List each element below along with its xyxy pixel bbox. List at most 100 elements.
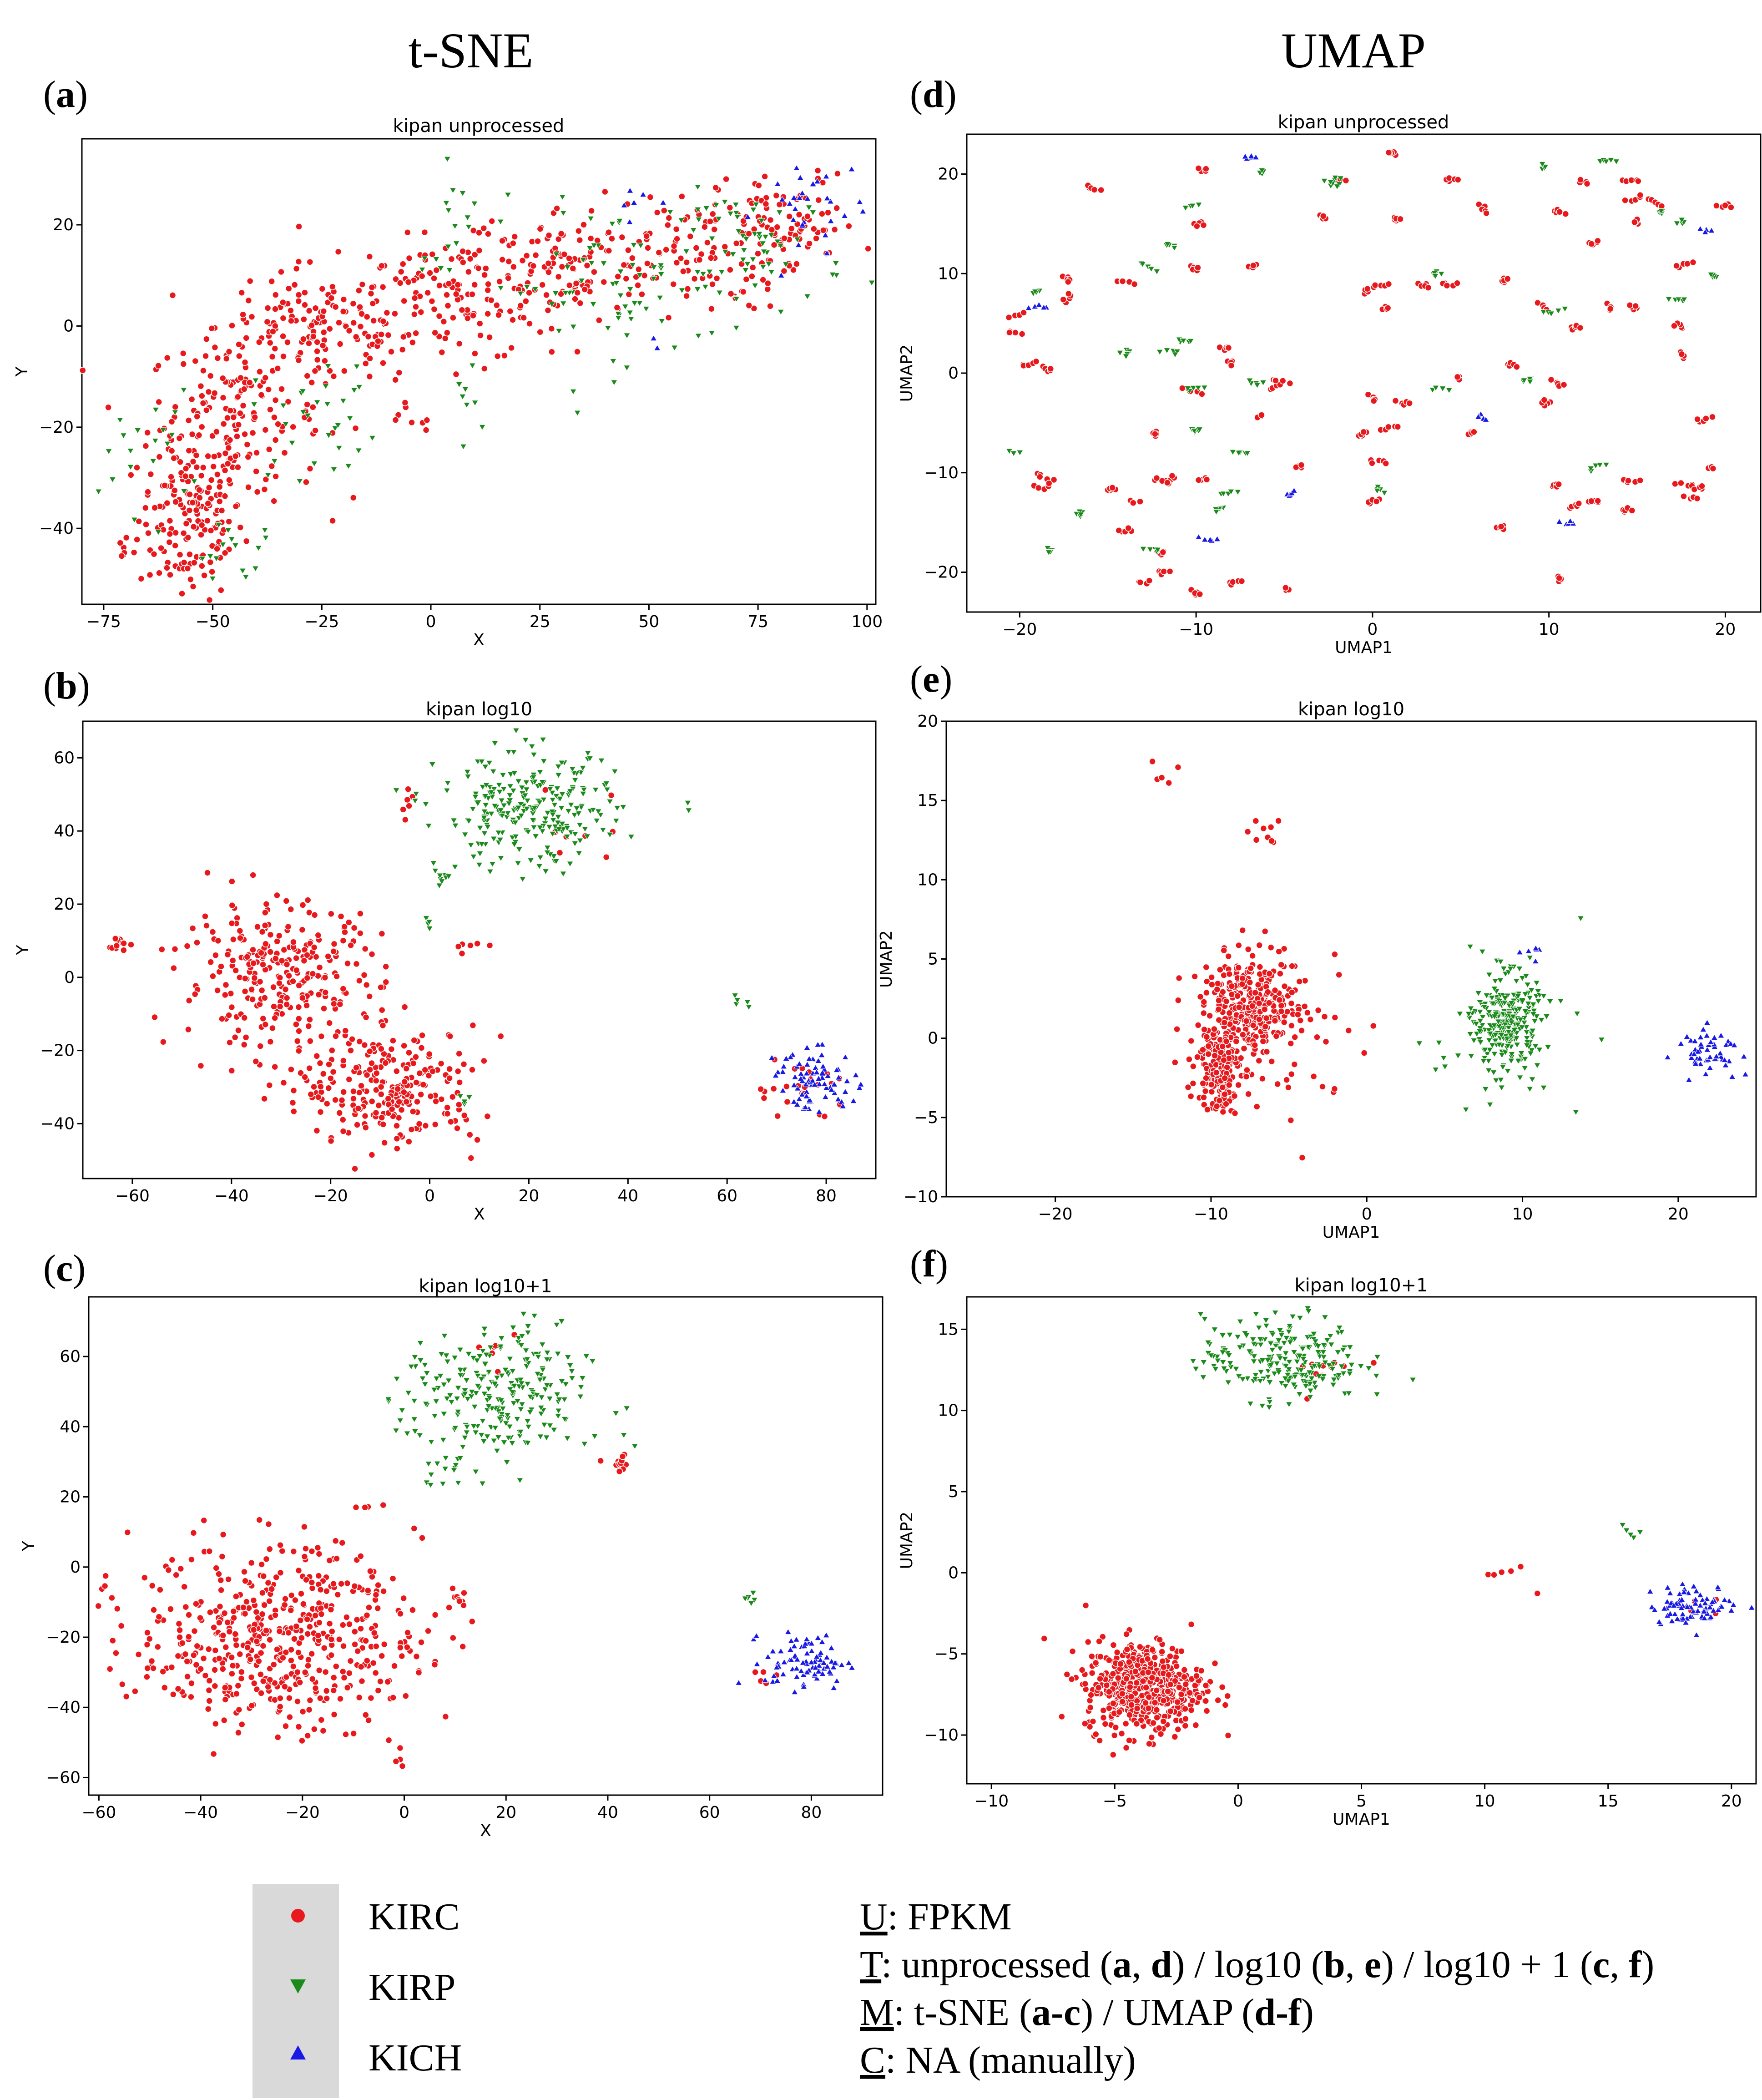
scatter-point-kirc bbox=[1331, 951, 1338, 958]
scatter-point-kirp bbox=[706, 269, 713, 275]
scatter-point-kirc bbox=[313, 348, 321, 355]
scatter-point-kirc bbox=[146, 1635, 153, 1643]
scatter-point-kirc bbox=[137, 575, 145, 582]
scatter-point-kirc bbox=[353, 1121, 361, 1128]
scatter-point-kirc bbox=[638, 290, 646, 298]
scatter-point-kirc bbox=[297, 1069, 304, 1077]
scatter-point-kirc bbox=[665, 314, 672, 321]
scatter-point-kich bbox=[786, 200, 793, 207]
scatter-point-kirc bbox=[182, 472, 189, 480]
scatter-point-kirc bbox=[324, 953, 332, 960]
scatter-point-kirc bbox=[1203, 989, 1210, 997]
scatter-point-kirp bbox=[581, 1441, 588, 1448]
scatter-point-kirc bbox=[347, 941, 354, 949]
scatter-point-kirp bbox=[419, 267, 426, 273]
scatter-point-kirp bbox=[595, 243, 602, 249]
scatter-point-kirc bbox=[1673, 262, 1680, 269]
scatter-point-kirp bbox=[1333, 184, 1341, 190]
scatter-point-kirc bbox=[246, 277, 254, 285]
y-tick-label: −40 bbox=[39, 519, 74, 538]
scatter-point-kirc bbox=[178, 1640, 186, 1647]
scatter-point-kirp bbox=[393, 788, 400, 794]
scatter-point-kirc bbox=[1226, 970, 1233, 978]
scatter-point-kirc bbox=[356, 303, 364, 311]
scatter-point-kirc bbox=[601, 188, 609, 196]
scatter-point-kirp bbox=[774, 239, 781, 245]
y-axis-label: Y bbox=[20, 1541, 38, 1552]
scatter-point-kich bbox=[817, 1649, 824, 1655]
scatter-point-kirc bbox=[588, 207, 595, 215]
scatter-point-kirc bbox=[192, 451, 200, 459]
scatter-point-kirc bbox=[1130, 499, 1137, 506]
scatter-point-kirc bbox=[1288, 1022, 1295, 1029]
scatter-point-kirc bbox=[306, 258, 314, 266]
scatter-point-kirc bbox=[174, 1652, 182, 1660]
scatter-point-kirc bbox=[265, 445, 273, 453]
scatter-point-kirc bbox=[545, 232, 553, 239]
x-tick-label: 20 bbox=[1668, 1205, 1689, 1224]
scatter-point-kirc bbox=[548, 325, 555, 333]
scatter-point-kirp bbox=[1665, 296, 1672, 303]
scatter-point-kirc bbox=[1222, 1701, 1229, 1709]
scatter-point-kich bbox=[1482, 416, 1489, 422]
scatter-point-kirc bbox=[1084, 1638, 1092, 1646]
x-tick-label: 80 bbox=[816, 1187, 837, 1205]
scatter-point-kirc bbox=[209, 928, 217, 936]
scatter-point-kirc bbox=[396, 279, 404, 287]
scatter-point-kirc bbox=[185, 417, 192, 424]
scatter-point-kirc bbox=[312, 1612, 319, 1619]
y-tick-label: 0 bbox=[948, 364, 959, 383]
scatter-point-kirp bbox=[429, 860, 437, 867]
scatter-point-kirc bbox=[308, 1584, 316, 1592]
scatter-point-kirc bbox=[308, 1548, 316, 1555]
scatter-point-kirc bbox=[253, 449, 260, 456]
scatter-point-kirc bbox=[476, 320, 484, 327]
scatter-point-kirp bbox=[535, 863, 543, 870]
scatter-point-kirc bbox=[1313, 1033, 1321, 1041]
scatter-point-kirc bbox=[179, 349, 187, 357]
scatter-point-kirc bbox=[168, 447, 176, 455]
scatter-point-kirp bbox=[1154, 547, 1161, 553]
scatter-point-kirc bbox=[388, 348, 395, 355]
scatter-point-kirc bbox=[314, 931, 322, 939]
scatter-point-kirc bbox=[361, 1503, 369, 1511]
scatter-point-kirc bbox=[1677, 479, 1685, 487]
scatter-point-kirc bbox=[400, 1088, 408, 1096]
scatter-point-kirc bbox=[405, 1049, 413, 1057]
scatter-point-kirc bbox=[481, 365, 488, 372]
scatter-point-kirp bbox=[1010, 450, 1017, 457]
scatter-point-kirc bbox=[347, 1047, 354, 1054]
scatter-point-kirc bbox=[161, 1684, 168, 1691]
scatter-point-kirc bbox=[283, 994, 291, 1002]
scatter-point-kich bbox=[856, 198, 863, 205]
scatter-point-kirp bbox=[228, 536, 236, 543]
scatter-point-kirc bbox=[397, 1644, 404, 1651]
scatter-point-kirp bbox=[207, 553, 214, 560]
scatter-point-kirp bbox=[732, 1002, 740, 1008]
scatter-point-kirc bbox=[295, 982, 303, 989]
scatter-point-kirp bbox=[613, 805, 621, 812]
scatter-point-kirc bbox=[366, 373, 374, 380]
scatter-point-kirc bbox=[290, 1548, 298, 1555]
scatter-point-kirc bbox=[460, 1589, 468, 1597]
scatter-point-kirp bbox=[616, 218, 623, 225]
scatter-point-kirp bbox=[744, 261, 751, 268]
scatter-point-kirc bbox=[1392, 397, 1399, 405]
scatter-point-kirc bbox=[1244, 946, 1252, 953]
scatter-point-kirc bbox=[363, 1657, 371, 1665]
scatter-point-kirp bbox=[1163, 348, 1171, 354]
scatter-point-kirc bbox=[1219, 1108, 1227, 1116]
scatter-point-kirc bbox=[357, 1663, 365, 1670]
scatter-point-kirc bbox=[522, 298, 530, 305]
scatter-point-kirc bbox=[277, 1695, 284, 1702]
scatter-point-kirp bbox=[155, 529, 162, 536]
scatter-point-kirc bbox=[1225, 1049, 1232, 1056]
scatter-point-kirc bbox=[1202, 963, 1210, 971]
scatter-point-kirp bbox=[109, 476, 116, 483]
scatter-point-kirp bbox=[345, 463, 352, 470]
scatter-point-kirc bbox=[445, 280, 453, 288]
scatter-point-kirc bbox=[257, 1670, 264, 1678]
scatter-point-kirc bbox=[1360, 1049, 1368, 1057]
scatter-point-kirp bbox=[451, 1355, 459, 1361]
scatter-point-kirc bbox=[248, 1702, 256, 1710]
